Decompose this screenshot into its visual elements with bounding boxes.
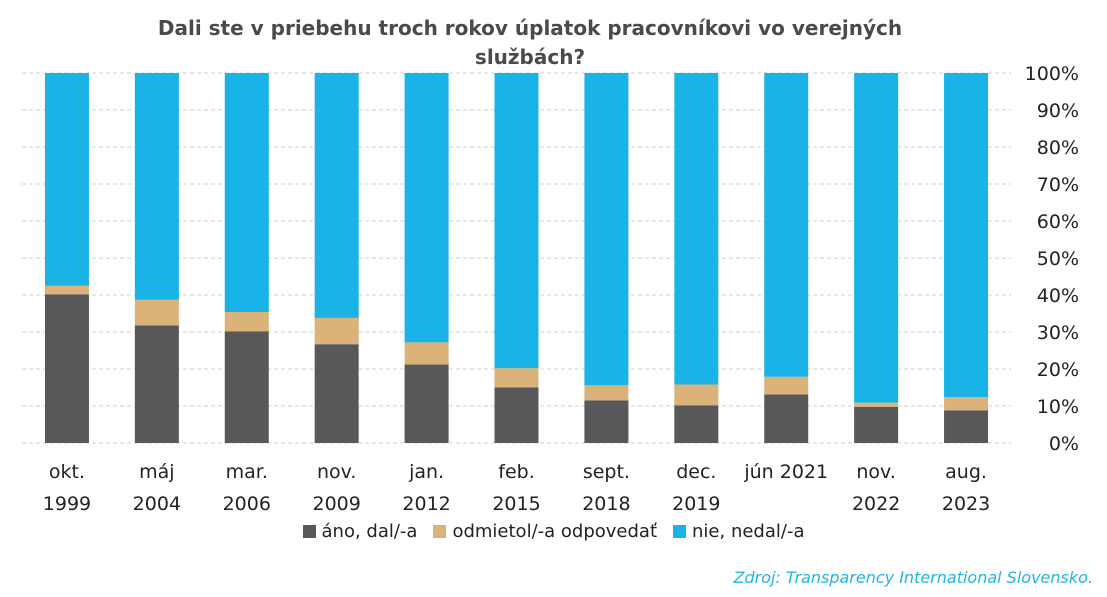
bar-segment-1 — [404, 364, 449, 443]
x-tick-label: 2004 — [133, 493, 181, 515]
x-tick-label: 1999 — [43, 493, 91, 515]
bar-segment-2 — [764, 376, 809, 395]
x-tick-label: 2012 — [402, 493, 450, 515]
bar-segment-3 — [44, 73, 89, 286]
bar-segment-3 — [944, 73, 989, 398]
x-tick-label: nov. — [317, 461, 356, 483]
y-tick-label: 70% — [1037, 174, 1079, 196]
y-tick-label: 30% — [1037, 322, 1079, 344]
bar-stack — [134, 73, 179, 443]
bar-segment-3 — [584, 73, 629, 386]
bar-stack — [674, 73, 719, 443]
bar-segment-2 — [404, 342, 449, 365]
gridlines — [22, 72, 1011, 444]
x-tick-label: okt. — [49, 461, 85, 483]
x-tick-label: nov. — [856, 461, 895, 483]
bar-segment-2 — [674, 384, 719, 406]
x-tick-label: 2022 — [852, 493, 900, 515]
legend-swatch — [433, 525, 447, 538]
bar-segment-1 — [944, 410, 989, 443]
bar-segment-2 — [494, 368, 539, 388]
legend-label: áno, dal/-a — [321, 521, 418, 542]
chart-title: Dali ste v priebehu troch rokov úplatok … — [157, 16, 903, 69]
x-tick-label: mar. — [226, 461, 268, 483]
bar-stack — [854, 73, 899, 443]
x-tick-label: aug. — [945, 461, 987, 483]
bar-segment-1 — [44, 294, 89, 443]
x-tick-label: jún 2021 — [743, 461, 828, 483]
bar-stack — [764, 73, 809, 443]
bar-segment-1 — [314, 344, 359, 443]
bar-segment-1 — [674, 405, 719, 443]
x-tick-label: 2018 — [582, 493, 630, 515]
legend-item: áno, dal/-a — [302, 521, 418, 542]
bar-stack — [584, 73, 629, 443]
legend: áno, dal/-a odmietol/-a odpovedať nie, ned… — [0, 521, 1107, 542]
y-tick-label: 100% — [1025, 63, 1079, 85]
bar-segment-2 — [134, 299, 179, 326]
y-tick-label: 90% — [1037, 100, 1079, 122]
bar-stack — [944, 73, 989, 443]
legend-item: nie, nedal/-a — [673, 521, 804, 542]
x-tick-label: jan. — [408, 461, 444, 483]
x-axis-labels: okt. 1999 máj 2004 mar. 2006 nov. 2009 jan. 2012 f… — [43, 461, 990, 515]
legend-label: nie, nedal/-a — [692, 521, 805, 542]
legend-swatch — [302, 525, 316, 538]
y-tick-label: 10% — [1037, 396, 1079, 418]
x-tick-label: 2019 — [672, 493, 720, 515]
y-tick-label: 20% — [1037, 359, 1079, 381]
bar-segment-2 — [224, 312, 269, 332]
bar-segment-3 — [854, 73, 899, 403]
x-tick-label: 2023 — [942, 493, 990, 515]
bar-segment-2 — [584, 385, 629, 401]
bar-segment-1 — [224, 331, 269, 443]
bar-segment-2 — [854, 402, 899, 407]
bar-stack — [224, 73, 269, 443]
x-tick-label: 2009 — [313, 493, 361, 515]
bar-stack — [314, 73, 359, 443]
x-tick-label: sept. — [583, 461, 630, 483]
bar-segment-1 — [134, 325, 179, 443]
bar-segment-2 — [44, 285, 89, 295]
bar-stack — [494, 73, 539, 443]
legend-item: odmietol/-a odpovedať — [433, 521, 657, 542]
bar-segment-2 — [944, 397, 989, 411]
bar-segment-3 — [674, 73, 719, 385]
bar-segment-1 — [764, 394, 809, 443]
bar-segment-3 — [764, 73, 809, 377]
bar-stack — [404, 73, 449, 443]
bar-segment-1 — [494, 387, 539, 443]
bar-segment-1 — [584, 400, 629, 443]
x-tick-label: máj — [139, 461, 174, 483]
x-tick-label: 2006 — [223, 493, 271, 515]
x-tick-label: 2015 — [492, 493, 540, 515]
bar-segment-1 — [854, 406, 899, 443]
bar-segment-3 — [134, 73, 179, 300]
legend-swatch — [673, 525, 687, 538]
bar-stack — [44, 73, 89, 443]
y-axis-ticks: 0% 10% 20% 30% 40% 50% 60% 70% 80% 90% 100% — [1025, 63, 1079, 455]
y-tick-label: 80% — [1037, 137, 1079, 159]
bar-segment-3 — [314, 73, 359, 318]
bar-segment-3 — [224, 73, 269, 313]
bar-segment-3 — [404, 73, 449, 343]
legend-label: odmietol/-a odpovedať — [452, 521, 658, 542]
source-note: Zdroj: Transparency International Sloven… — [733, 568, 1093, 587]
x-tick-label: feb. — [498, 461, 534, 483]
bar-segment-3 — [494, 73, 539, 369]
bar-stacks — [44, 73, 989, 443]
y-tick-label: 0% — [1049, 433, 1079, 455]
y-tick-label: 60% — [1037, 211, 1079, 233]
y-tick-label: 40% — [1037, 285, 1079, 307]
stacked-bar-chart: 0% 10% 20% 30% 40% 50% 60% 70% 80% 90% 100% okt. 19… — [22, 63, 1079, 515]
y-tick-label: 50% — [1037, 248, 1079, 270]
bar-segment-2 — [314, 317, 359, 345]
x-tick-label: dec. — [676, 461, 716, 483]
